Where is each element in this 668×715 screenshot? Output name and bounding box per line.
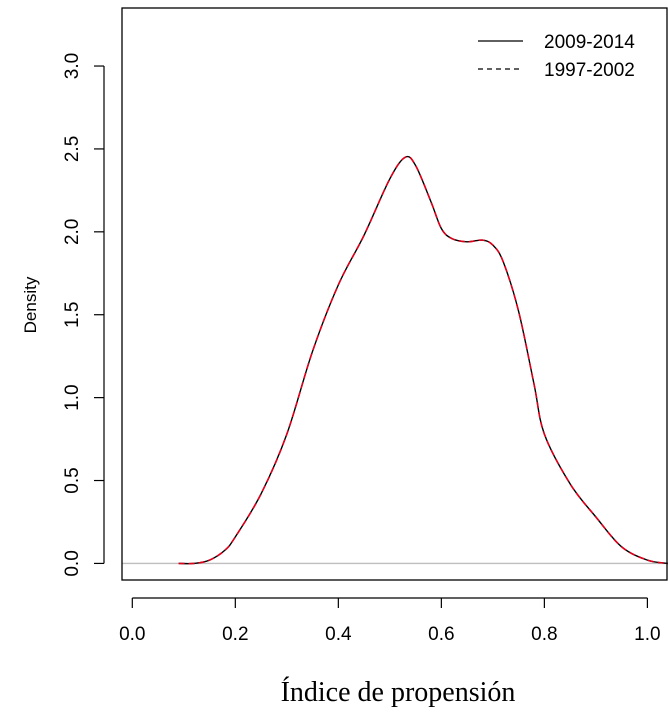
y-tick-label: 2.5: [62, 136, 83, 162]
x-tick-label: 0.8: [531, 624, 557, 645]
series-line-2009-2014: [178, 155, 668, 565]
legend: 2009-2014 1997-2002: [478, 32, 635, 81]
y-axis-label: Density: [21, 276, 40, 333]
series-layer: [178, 155, 668, 565]
legend-label-2009-2014: 2009-2014: [544, 32, 635, 53]
y-tick-label: 0.5: [62, 467, 83, 493]
y-tick-label: 1.0: [62, 384, 83, 410]
legend-label-1997-2002: 1997-2002: [544, 60, 635, 81]
x-tick-label: 0.4: [325, 624, 352, 645]
x-tick-label: 1.0: [634, 624, 660, 645]
x-axis: 0.0 0.2 0.4 0.6 0.8 1.0: [119, 597, 661, 645]
y-tick-label: 3.0: [62, 53, 83, 79]
x-axis-label: Índice de propensión: [281, 677, 516, 708]
plot-frame: [121, 7, 668, 581]
x-tick-label: 0.0: [119, 624, 145, 645]
x-tick-label: 0.6: [428, 624, 454, 645]
y-tick-label: 2.0: [62, 219, 83, 245]
y-tick-label: 1.5: [62, 302, 83, 328]
x-tick-label: 0.2: [222, 624, 248, 645]
series-line-1997-2002: [178, 155, 668, 565]
y-tick-label: 0.0: [62, 550, 83, 576]
y-axis: 0.0 0.5 1.0 1.5 2.0 2.5 3.0: [62, 53, 105, 577]
